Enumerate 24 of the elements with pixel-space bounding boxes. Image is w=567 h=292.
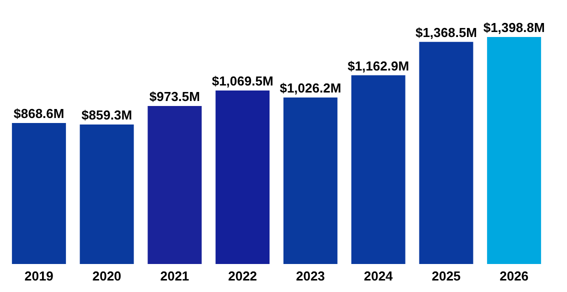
- x-tick-label: 2020: [92, 268, 122, 284]
- data-label: $1,368.5M: [415, 24, 477, 40]
- bar: [487, 37, 542, 264]
- bar: [419, 42, 474, 264]
- data-label: $973.5M: [149, 89, 200, 104]
- x-tick-label: 2023: [296, 268, 325, 284]
- x-tick-label: 2019: [24, 268, 54, 284]
- data-label: $859.3M: [82, 108, 132, 123]
- data-label: $1,398.8M: [483, 20, 545, 35]
- bar: [12, 123, 66, 264]
- bar: [351, 75, 406, 264]
- data-label: $868.6M: [14, 106, 64, 122]
- x-tick-label: 2025: [432, 268, 461, 284]
- bar: [80, 124, 134, 264]
- x-tick-label: 2021: [160, 268, 190, 284]
- data-label: $1,162.9M: [348, 58, 410, 74]
- x-tick-label: 2024: [364, 268, 394, 284]
- x-tick-label: 2026: [500, 268, 529, 284]
- x-tick-label: 2022: [228, 268, 258, 284]
- bar: [148, 106, 202, 264]
- data-label: $1,026.2M: [280, 80, 342, 96]
- bar: [283, 97, 338, 264]
- data-label: $1,069.5M: [212, 73, 274, 88]
- bar: [216, 90, 270, 264]
